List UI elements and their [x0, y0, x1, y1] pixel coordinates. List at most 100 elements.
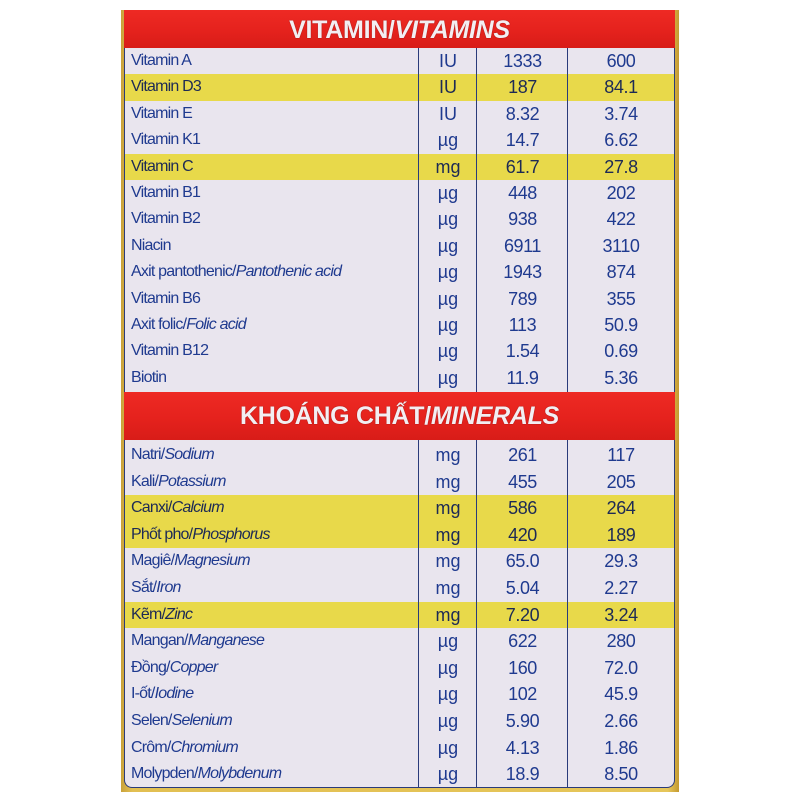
nutrient-row: Natri/Sodium mg 261 117 [125, 442, 674, 469]
nutrient-value-per-serving: 3.74 [604, 103, 638, 124]
column-divider [418, 48, 419, 392]
column-divider [567, 48, 568, 392]
nutrient-name-vi: Niacin [131, 236, 171, 254]
nutrient-unit: mg [435, 604, 461, 625]
nutrient-row: Biotin µg 11.9 5.36 [125, 365, 674, 391]
nutrient-name-vi: Molypden/ [131, 765, 198, 783]
nutrient-value-per-100g: 261 [508, 445, 537, 465]
nutrient-row: Molypden/Molybdenum µg 18.9 8.50 [125, 761, 674, 788]
nutrient-name: Mangan/Manganese [131, 628, 265, 655]
nutrient-name: Niacin [131, 233, 171, 259]
nutrient-name: Vitamin B1 [131, 180, 201, 206]
nutrient-name-en: Molybdenum [197, 765, 282, 783]
nutrient-name-en: Calcium [171, 499, 225, 517]
nutrient-name-en: Copper [169, 658, 218, 676]
nutrient-name: Vitamin B6 [131, 286, 201, 312]
nutrient-row: Vitamin A IU 1333 600 [125, 48, 674, 74]
nutrient-value-per-100g: 102 [508, 684, 537, 705]
nutrient-value-per-serving: 2.27 [604, 578, 638, 598]
nutrient-name-vi: Magiê/ [131, 552, 175, 570]
nutrient-unit: mg [435, 471, 461, 492]
nutrient-row: Niacin µg 6911 3110 [125, 233, 674, 259]
nutrient-unit: µg [437, 764, 459, 785]
minerals-header-en: MINERALS [430, 402, 559, 430]
nutrient-name-vi: Vitamin B1 [131, 184, 201, 201]
nutrient-row: Sắt/Iron mg 5.04 2.27 [125, 575, 674, 602]
nutrient-value-per-100g: 11.9 [506, 367, 539, 388]
nutrient-value-per-100g: 65.0 [505, 551, 540, 572]
nutrient-name-vi: Vitamin E [131, 104, 193, 122]
nutrient-value-per-100g: 7.20 [505, 604, 540, 625]
nutrient-row: Magiê/Magnesium mg 65.0 29.3 [125, 548, 674, 575]
nutrient-unit: µg [437, 684, 459, 705]
nutrient-row: Vitamin B6 µg 789 355 [125, 286, 674, 312]
nutrient-name-vi: Vitamin A [131, 52, 192, 69]
nutrient-value-per-serving: 422 [606, 209, 636, 230]
nutrient-name: Vitamin D3 [131, 74, 202, 100]
nutrient-name-vi: Axit folic/ [131, 316, 187, 333]
nutrient-name-en: Chromium [170, 738, 239, 756]
nutrient-value-per-serving: 84.1 [604, 77, 638, 98]
nutrient-unit: µg [437, 130, 459, 151]
nutrient-name: Canxi/Calcium [131, 495, 225, 522]
nutrient-name-vi: Sắt/ [131, 579, 157, 596]
nutrient-row: Kali/Potassium mg 455 205 [125, 469, 674, 496]
nutrient-name: Magiê/Magnesium [131, 548, 251, 575]
nutrient-name-en: Potassium [158, 472, 226, 490]
nutrient-row: Đồng/Copper µg 160 72.0 [125, 655, 674, 682]
nutrition-panel: VITAMIN/VITAMINS Biotin µg 11.9 5.36 Vitamin… [124, 10, 675, 790]
nutrient-value-per-serving: 280 [606, 631, 636, 652]
nutrient-unit: µg [437, 341, 459, 362]
nutrient-name-en: Folic acid [186, 316, 246, 333]
nutrient-name: Molypden/Molybdenum [131, 761, 282, 788]
nutrient-value-per-serving: 355 [606, 288, 636, 309]
nutrient-unit: µg [437, 367, 459, 388]
nutrient-name-vi: Selen/ [131, 712, 172, 729]
nutrient-name-vi: Vitamin B6 [131, 289, 201, 307]
minerals-table: Molypden/Molybdenum µg 18.9 8.50 Crôm/Chromi… [124, 440, 675, 788]
nutrient-unit: µg [437, 657, 459, 678]
nutrient-value-per-100g: 1.54 [505, 341, 540, 362]
column-divider [476, 48, 477, 392]
vitamins-header-vi: VITAMIN/ [289, 16, 395, 44]
nutrient-name-en: Pantothenic acid [235, 263, 342, 281]
nutrient-row: Mangan/Manganese µg 622 280 [125, 628, 674, 655]
nutrient-unit: mg [435, 524, 461, 545]
nutrient-value-per-100g: 938 [508, 209, 537, 230]
nutrient-name: Crôm/Chromium [131, 735, 239, 762]
nutrient-value-per-serving: 264 [606, 498, 636, 519]
nutrient-value-per-serving: 874 [606, 262, 636, 283]
column-divider [476, 440, 477, 787]
nutrient-value-per-100g: 789 [508, 288, 537, 309]
nutrient-row: Vitamin K1 µg 14.7 6.62 [125, 127, 674, 153]
nutrient-name: Kẽm/Zinc [131, 602, 193, 629]
nutrient-unit: mg [435, 445, 461, 465]
nutrient-name-en: Sodium [164, 446, 214, 463]
vitamins-header-en: VITAMINS [394, 16, 511, 44]
nutrient-value-per-100g: 455 [508, 471, 537, 492]
nutrient-value-per-100g: 113 [508, 315, 537, 335]
nutrient-value-per-serving: 1.86 [604, 737, 638, 758]
nutrient-name-vi: Vitamin C [131, 157, 194, 175]
nutrient-unit: IU [439, 103, 457, 124]
nutrient-row: Kẽm/Zinc mg 7.20 3.24 [125, 601, 674, 629]
nutrient-value-per-100g: 18.9 [505, 764, 540, 785]
nutrient-row: Vitamin B12 µg 1.54 0.69 [125, 338, 674, 364]
nutrient-unit: µg [437, 631, 459, 652]
nutrient-value-per-serving: 2.66 [604, 711, 638, 731]
minerals-section-header: KHOÁNG CHẤT/MINERALS [124, 392, 675, 440]
nutrient-value-per-serving: 189 [606, 524, 636, 545]
nutrient-name-vi: Vitamin B12 [131, 342, 209, 360]
nutrient-value-per-100g: 160 [508, 657, 537, 678]
nutrient-name-en: Manganese [187, 632, 265, 650]
nutrient-name-en: Magnesium [174, 552, 250, 570]
nutrient-unit: µg [437, 315, 459, 335]
nutrient-name: Đồng/Copper [131, 655, 218, 682]
nutrient-value-per-serving: 45.9 [604, 684, 638, 705]
nutrient-name-vi: Vitamin K1 [131, 131, 201, 149]
nutrient-value-per-100g: 1333 [503, 51, 542, 71]
nutrient-name-en: Iron [156, 579, 181, 596]
vitamins-table: Biotin µg 11.9 5.36 Vitamin B12 µg 1.54 0.69 Axi… [124, 48, 675, 392]
nutrient-value-per-serving: 0.69 [604, 341, 638, 362]
nutrient-name-vi: Kẽm/ [131, 605, 166, 623]
